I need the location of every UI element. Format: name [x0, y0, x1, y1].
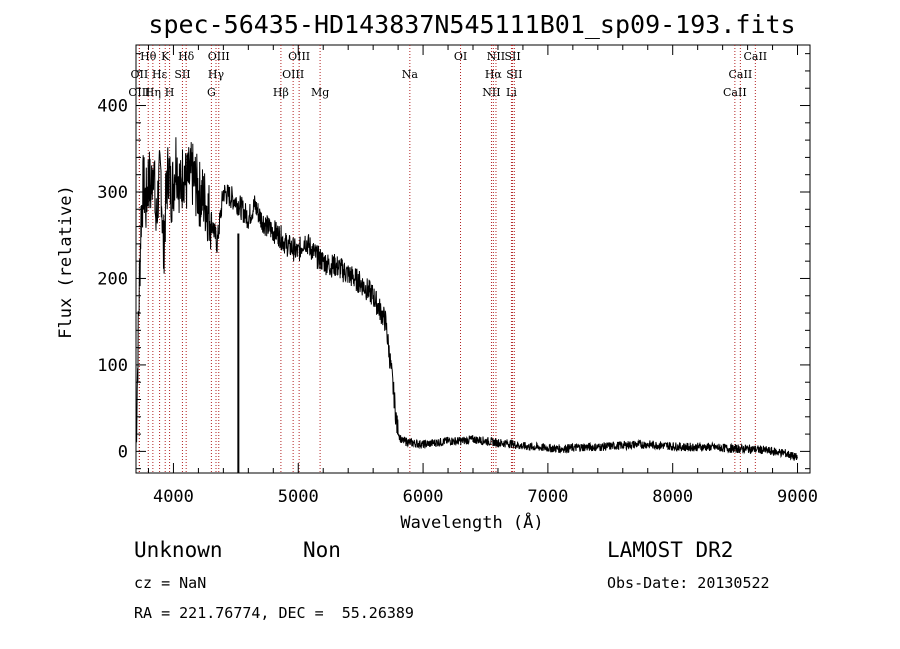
spectral-label-18: NII — [487, 50, 505, 63]
x-tick-label-0: 4000 — [153, 487, 194, 507]
chart-title: spec-56435-HD143837N545111B01_sp09-193.f… — [148, 10, 795, 39]
spectral-label-22: NII — [482, 86, 500, 99]
spectral-label-7: SII — [174, 68, 190, 81]
object-subclass: Non — [303, 538, 341, 562]
y-tick-label-0: 0 — [118, 442, 128, 462]
spectral-label-3: K — [161, 50, 170, 63]
spectral-label-23: Li — [506, 86, 517, 99]
spectral-label-0: Hθ — [140, 50, 157, 63]
flux-line-0 — [135, 137, 798, 461]
spectral-label-21: SII — [506, 68, 522, 81]
spectral-label-26: CaII — [723, 86, 747, 99]
spectral-label-25: CaII — [729, 68, 753, 81]
spectral-label-17: OI — [454, 50, 467, 63]
spectral-label-20: Hα — [485, 68, 503, 81]
spectral-label-8: H — [165, 86, 175, 99]
flux-series — [135, 137, 798, 473]
x-tick-label-5: 9000 — [777, 487, 818, 507]
axis-ticks: 4000 5000 6000 7000 8000 9000 0 100 200 300 400 — [97, 45, 818, 507]
spectral-label-1: OII — [131, 68, 149, 81]
spectral-label-2: OIII — [128, 86, 150, 99]
x-tick-label-4: 8000 — [652, 487, 693, 507]
x-axis-label: Wavelength (Å) — [400, 511, 543, 533]
obs-date-text: Obs-Date: 20130522 — [607, 574, 770, 592]
spectral-label-19: SII — [504, 50, 520, 63]
x-tick-label-2: 6000 — [403, 487, 444, 507]
y-axis-label: Flux (relative) — [56, 185, 76, 339]
spectral-label-5: Hη — [145, 86, 161, 99]
plot-frame — [135, 44, 811, 474]
object-class: Unknown — [134, 538, 223, 562]
redshift-text: cz = NaN — [134, 574, 207, 592]
coordinates-text: RA = 221.76774, DEC = 55.26389 — [134, 604, 414, 622]
spectral-label-9: OIII — [208, 50, 230, 63]
spectral-line-markers — [138, 45, 756, 473]
spectral-label-14: Hβ — [273, 86, 289, 99]
y-tick-label-4: 400 — [97, 97, 128, 117]
spectral-line-labels: Hθ OII OIII K Hε Hη Hδ SII H OIII Hγ G OIII OIII Hβ Mg N… — [128, 50, 767, 99]
y-tick-label-1: 100 — [97, 356, 128, 376]
spectral-label-4: Hε — [152, 68, 168, 81]
spectral-label-15: Mg — [311, 86, 329, 99]
spectral-label-16: Na — [402, 68, 419, 81]
spectral-label-13: OIII — [282, 68, 304, 81]
y-tick-label-2: 200 — [97, 269, 128, 289]
x-tick-label-1: 5000 — [278, 487, 319, 507]
survey-name: LAMOST DR2 — [607, 538, 734, 562]
spectral-label-11: G — [207, 86, 216, 99]
spectral-label-6: Hδ — [178, 50, 195, 63]
x-tick-label-3: 7000 — [527, 487, 568, 507]
spectral-label-24: CaII — [743, 50, 767, 63]
spectral-label-12: OIII — [288, 50, 310, 63]
spectral-label-10: Hγ — [208, 68, 225, 81]
y-tick-label-3: 300 — [97, 183, 128, 203]
